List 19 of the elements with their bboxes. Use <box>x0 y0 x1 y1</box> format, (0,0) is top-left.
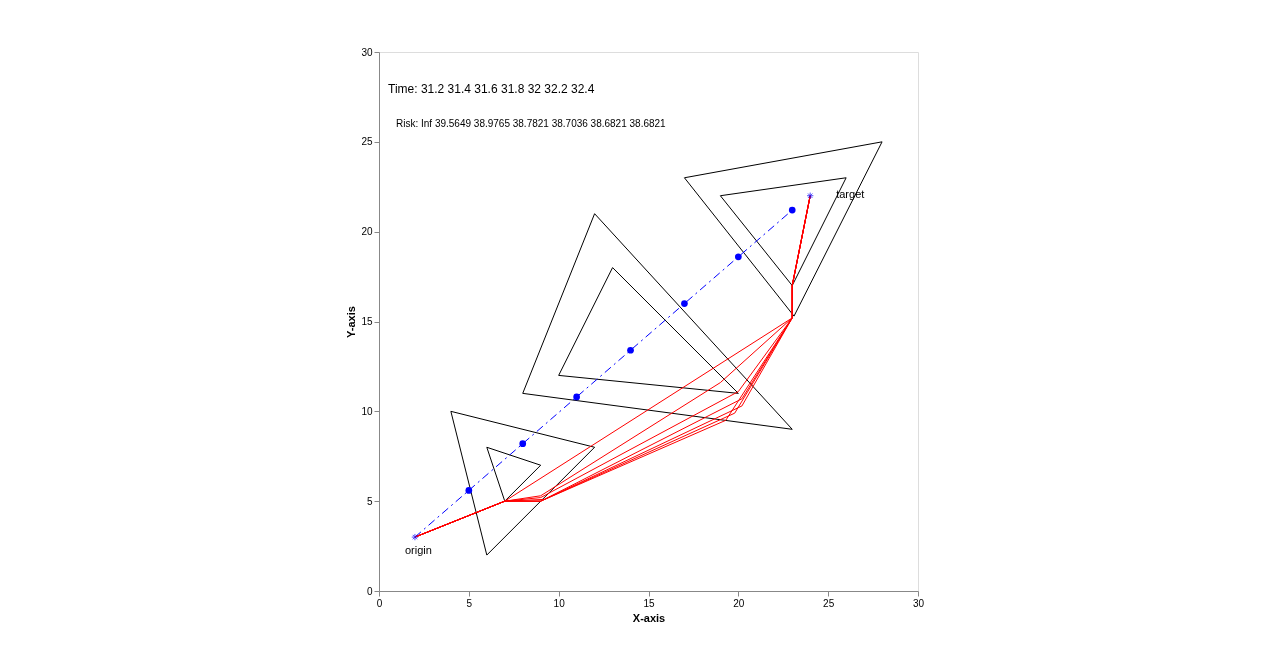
y-tick-label: 20 <box>361 226 373 238</box>
y-tick-label: 0 <box>366 585 373 597</box>
x-tick-label: 25 <box>823 597 835 609</box>
y-tick-label: 25 <box>361 136 373 148</box>
x-tick-label: 15 <box>643 597 655 609</box>
annotation: Risk: Inf 39.5649 38.9765 38.7821 38.7036 38.6821 38.6821 <box>396 118 667 129</box>
y-tick-label: 10 <box>361 405 373 417</box>
x-tick-label: 30 <box>912 597 925 609</box>
y-axis-title: Y-axis <box>345 306 358 338</box>
x-tick-label: 20 <box>733 597 745 609</box>
y-tick-label: 15 <box>361 316 373 327</box>
y-tick-label: 5 <box>366 495 373 507</box>
x-tick-label: 10 <box>553 597 566 609</box>
annotation: Time: 31.2 31.4 31.6 31.8 32 32.2 32.4 <box>388 82 595 96</box>
y-tick-label: 30 <box>361 46 373 58</box>
x-tick-label: 0 <box>376 597 383 609</box>
x-tick-label: 5 <box>466 597 473 609</box>
annotation: origin <box>404 544 432 557</box>
x-axis-title: X-axis <box>632 611 666 624</box>
